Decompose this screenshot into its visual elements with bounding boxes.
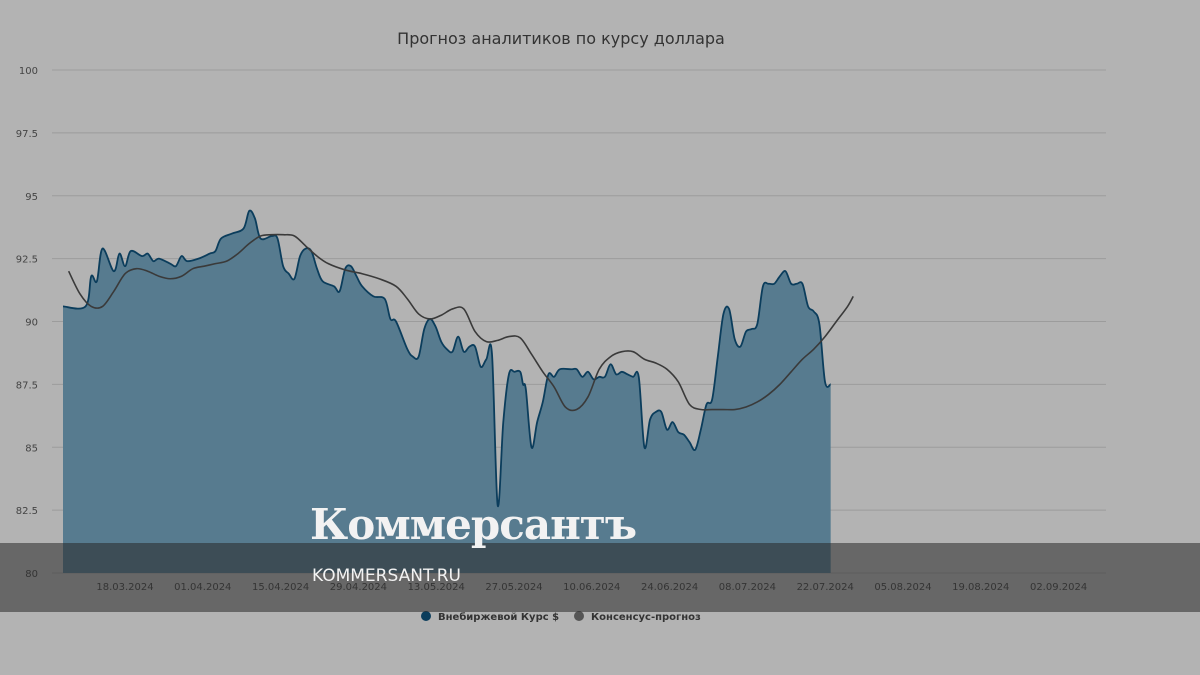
watermark-band: [0, 543, 1200, 612]
kommersant-logo: Коммерсантъ: [310, 500, 637, 549]
y-tick-label: 97.5: [16, 129, 38, 140]
legend[interactable]: Внебиржевой Курс $ Консенсус-прогноз: [421, 611, 701, 623]
y-tick-label: 87.5: [16, 380, 38, 391]
y-tick-label: 85: [25, 443, 38, 454]
y-tick-label: 92.5: [16, 255, 38, 266]
series-group: [62, 209, 854, 573]
legend-marker-consensus: [574, 611, 584, 621]
exchange-rate-area: [63, 210, 831, 573]
y-tick-label: 90: [25, 318, 38, 329]
chart-title: Прогноз аналитиков по курсу доллара: [397, 29, 725, 48]
exchange-rate-line: [62, 209, 832, 508]
legend-marker-exchange-rate: [421, 611, 431, 621]
legend-label-exchange-rate[interactable]: Внебиржевой Курс $: [438, 611, 559, 623]
legend-label-consensus[interactable]: Консенсус-прогноз: [591, 612, 701, 623]
y-tick-label: 95: [25, 192, 38, 203]
kommersant-url: KOMMERSANT.RU: [312, 566, 461, 586]
consensus-line: [67, 233, 854, 412]
y-tick-label: 82.5: [16, 506, 38, 517]
y-tick-label: 100: [19, 66, 38, 77]
